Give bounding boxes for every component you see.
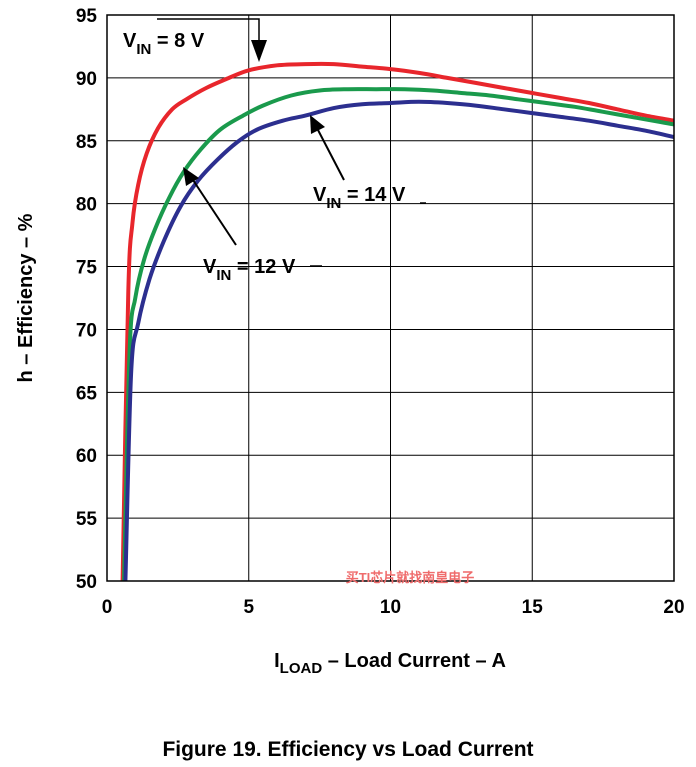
x-axis-title-rest: – Load Current – A [322,650,506,672]
y-axis-title: h – Efficiency – % [15,213,37,382]
callout-vin-8v: VIN = 8 V [123,18,267,62]
series-lines [120,61,675,582]
y-tick-labels: 50 55 60 65 70 75 80 85 90 95 [76,6,98,593]
callout-8v-arrowhead [251,40,267,62]
series-line-vin-8v [120,61,675,582]
x-tick-labels: 0 5 10 15 20 [102,597,685,618]
callout-14v-rest: = 14 V [341,184,406,206]
x-tick-label: 10 [380,597,401,618]
callout-12v-label: VIN = 12 V [203,256,296,284]
callout-12v-main: V [203,256,217,278]
callout-14v-label: VIN = 14 V [313,184,406,212]
callout-14v-leader [317,129,345,181]
callout-8v-main: V [123,30,137,52]
grid-lines [107,15,674,581]
callout-14v-main: V [313,184,327,206]
callout-12v-rest: = 12 V [231,256,296,278]
callout-8v-sub: IN [136,41,151,58]
callout-12v-leader [192,179,237,246]
x-axis-title-main: I [274,650,280,672]
callout-vin-14v: VIN = 14 V [310,115,426,212]
callout-14v-arrowhead [310,115,325,134]
y-tick-label: 50 [76,572,97,593]
callout-vin-12v: VIN = 12 V [183,167,322,284]
x-tick-label: 0 [102,597,113,618]
series-line-vin-12v [122,87,675,582]
y-tick-label: 80 [76,195,97,216]
x-tick-label: 5 [243,597,254,618]
callout-12v-sub: IN [216,267,231,284]
x-axis-title-sub: LOAD [280,660,323,677]
y-tick-label: 60 [76,446,97,467]
plot-frame [106,14,675,582]
callout-12v-arrowhead [183,167,199,186]
series-line-vin-14v [123,99,675,582]
x-axis-title: ILOAD – Load Current – A [274,650,506,677]
x-tick-label: 20 [663,597,684,618]
y-tick-label: 95 [76,6,98,27]
y-tick-label: 90 [76,69,97,90]
callout-8v-label: VIN = 8 V [123,30,205,58]
y-tick-label: 55 [76,509,98,530]
y-tick-label: 75 [76,258,98,279]
figure-caption: Figure 19. Efficiency vs Load Current [162,738,534,761]
callout-14v-sub: IN [326,195,341,212]
x-tick-label: 15 [522,597,544,618]
y-tick-label: 70 [76,320,97,341]
y-tick-label: 65 [76,383,98,404]
y-tick-label: 85 [76,132,98,153]
callout-8v-rest: = 8 V [151,30,204,52]
watermark-text: 买TI芯片就找南皇电子 [346,570,475,585]
